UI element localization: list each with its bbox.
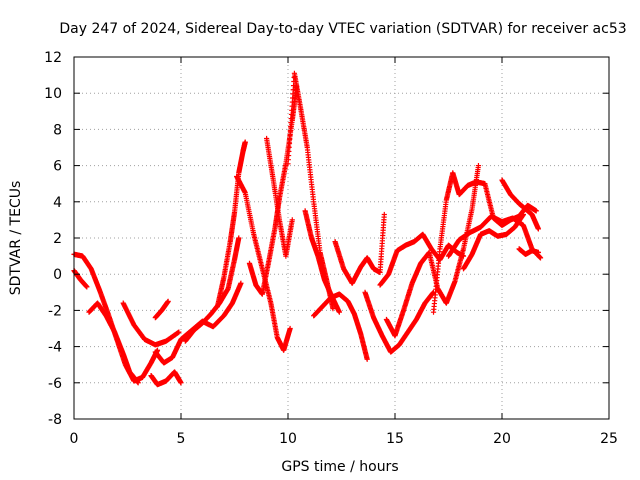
series-arc-l xyxy=(264,135,295,259)
series-arc-w xyxy=(499,177,541,232)
series-arc-v xyxy=(460,211,526,272)
y-tick-label: 6 xyxy=(53,159,62,175)
y-tick-label: 4 xyxy=(53,195,62,211)
y-tick-label: 0 xyxy=(53,267,62,283)
series-arc-d xyxy=(120,300,182,348)
data-point-marker xyxy=(520,211,526,218)
series-arc-j xyxy=(234,173,293,353)
series-arc-e xyxy=(148,369,184,388)
data-point-marker xyxy=(289,217,295,223)
y-tick-label: 10 xyxy=(44,86,62,102)
x-tick-label: 15 xyxy=(386,431,404,447)
x-axis-tick-labels: 0 5 10 15 20 25 xyxy=(70,431,618,447)
data-point-marker xyxy=(535,249,541,256)
data-point-marker xyxy=(238,280,244,286)
data-point-marker xyxy=(287,325,293,332)
y-tick-label: -8 xyxy=(48,412,62,428)
chart-title: Day 247 of 2024, Sidereal Day-to-day VTE… xyxy=(59,21,626,37)
data-point-marker xyxy=(84,284,90,290)
series-arc-o xyxy=(311,291,370,362)
data-markers xyxy=(71,70,544,388)
series-arc-p xyxy=(332,211,387,286)
series-arc-c xyxy=(86,300,141,386)
data-point-marker xyxy=(135,380,141,386)
x-tick-label: 10 xyxy=(279,431,297,447)
series-arc-q xyxy=(362,289,437,355)
data-point-marker xyxy=(236,235,242,241)
y-tick-label: -6 xyxy=(48,376,62,392)
data-point-marker xyxy=(242,139,248,145)
x-tick-label: 0 xyxy=(70,431,79,447)
data-point-marker xyxy=(381,211,387,218)
data-point-marker xyxy=(330,305,336,312)
data-point-marker xyxy=(165,298,171,304)
x-tick-label: 20 xyxy=(493,431,511,447)
x-tick-label: 5 xyxy=(177,431,186,447)
data-point-marker xyxy=(364,356,370,362)
data-point-marker xyxy=(178,380,184,386)
y-axis-title: SDTVAR / TECUs xyxy=(8,181,24,296)
series-arc-h xyxy=(182,235,242,344)
series-arc-x xyxy=(516,246,541,257)
y-tick-label: -2 xyxy=(48,303,62,319)
y-tick-label: 8 xyxy=(53,122,62,138)
y-tick-label: -4 xyxy=(48,340,62,356)
data-point-marker xyxy=(176,329,182,335)
y-axis-tick-labels: -8 -6 -4 -2 0 2 4 6 8 10 12 xyxy=(44,50,62,428)
data-point-marker xyxy=(535,226,541,232)
x-axis-title: GPS time / hours xyxy=(281,459,398,475)
y-tick-label: 12 xyxy=(44,50,62,66)
series-arc-b xyxy=(71,267,90,290)
axis-ticks xyxy=(73,56,610,420)
data-point-marker xyxy=(537,255,544,261)
y-tick-label: 2 xyxy=(53,231,62,247)
data-point-marker xyxy=(336,309,342,315)
data-point-marker xyxy=(533,208,539,214)
x-tick-label: 25 xyxy=(600,431,618,447)
data-point-marker xyxy=(475,163,482,169)
series-arc-g xyxy=(152,298,171,321)
series-arc-i xyxy=(214,139,248,310)
